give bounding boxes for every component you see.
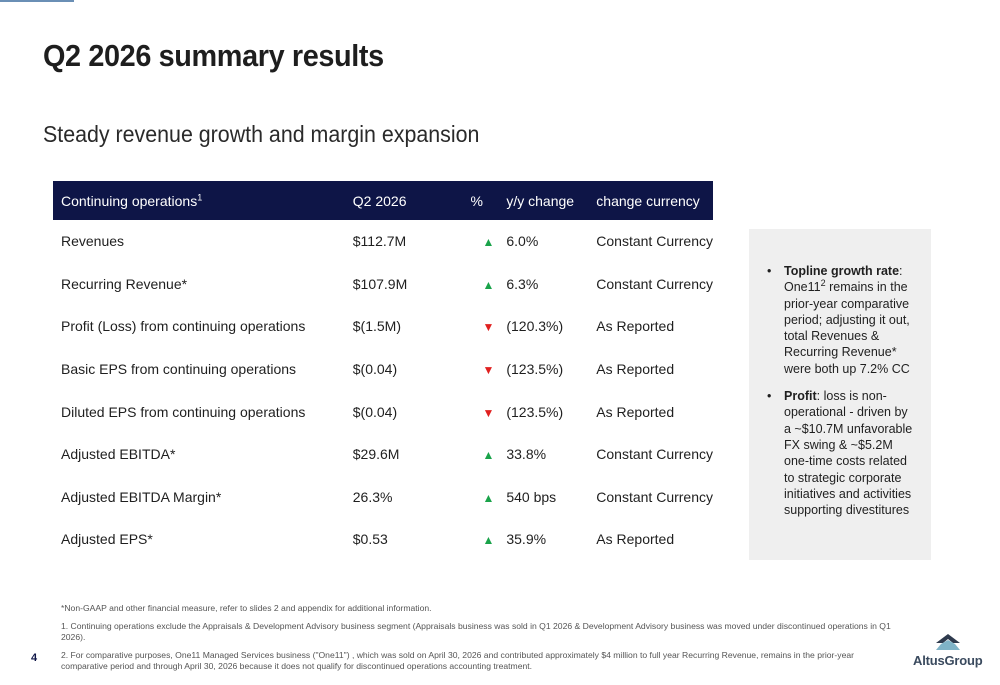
- footnote-ref: 1: [197, 191, 203, 202]
- table-row: Recurring Revenue* $107.9M ▲ 6.3% Constant C…: [53, 263, 713, 306]
- header-change: y/y change: [506, 192, 575, 209]
- row-label: Diluted EPS from continuing operations: [61, 403, 306, 420]
- table-row: Revenues $112.7M ▲ 6.0% Constant Currency: [53, 220, 713, 263]
- header-currency: change currency: [596, 192, 700, 209]
- bullet-icon: •: [767, 389, 772, 404]
- header-period: Q2 2026: [352, 192, 407, 209]
- arrow-cell: ▲: [470, 263, 506, 306]
- down-arrow-icon: ▼: [482, 320, 495, 335]
- row-value: $29.6M: [352, 446, 400, 463]
- footnote-ref: 2: [820, 278, 826, 289]
- row-change: 540 bps: [506, 488, 557, 505]
- row-change: (123.5%): [506, 403, 564, 420]
- row-basis: As Reported: [596, 403, 675, 420]
- table-row: Adjusted EBITDA* $29.6M ▲ 33.8% Constant Cur…: [53, 433, 713, 476]
- slide-title: Q2 2026 summary results: [43, 38, 384, 73]
- footnote: 2. For comparative purposes, One11 Manag…: [61, 650, 854, 671]
- highlight-text: : loss is non-operational - driven by a …: [784, 389, 913, 518]
- up-arrow-icon: ▲: [482, 448, 495, 463]
- row-label: Adjusted EBITDA*: [61, 446, 176, 463]
- row-label: Profit (Loss) from continuing operations: [61, 318, 306, 335]
- highlight-heading: Profit: [784, 389, 817, 404]
- up-arrow-icon: ▲: [482, 533, 495, 548]
- arrow-cell: ▲: [470, 433, 506, 476]
- highlight-heading: Topline growth rate: [784, 264, 900, 278]
- row-value: $0.53: [352, 531, 388, 548]
- altus-mountain-icon: [936, 634, 960, 650]
- row-value: $(0.04): [352, 403, 398, 420]
- row-change: (123.5%): [506, 361, 564, 378]
- altus-group-logo: AltusGroup: [913, 634, 983, 670]
- row-basis: Constant Currency: [596, 488, 713, 505]
- row-change: 6.0%: [506, 233, 539, 250]
- row-basis: Constant Currency: [596, 233, 713, 250]
- table-row: Adjusted EPS* $0.53 ▲ 35.9% As Reported: [53, 518, 713, 561]
- row-label: Adjusted EPS*: [61, 531, 153, 548]
- highlights-panel: • Topline growth rate: One112 remains in …: [749, 229, 931, 560]
- slide-subtitle: Steady revenue growth and margin expansi…: [43, 121, 480, 147]
- row-change: 33.8%: [506, 446, 547, 463]
- row-label: Basic EPS from continuing operations: [61, 361, 297, 378]
- footnotes: *Non-GAAP and other financial measure, r…: [61, 603, 901, 679]
- down-arrow-icon: ▼: [482, 363, 495, 378]
- footnote: *Non-GAAP and other financial measure, r…: [61, 603, 432, 613]
- arrow-cell: ▼: [470, 305, 506, 348]
- row-basis: As Reported: [596, 361, 675, 378]
- up-arrow-icon: ▲: [482, 235, 495, 250]
- table-body: Revenues $112.7M ▲ 6.0% Constant Currency Rec…: [53, 220, 713, 561]
- logo-text: AltusGroup: [913, 653, 983, 668]
- table-row: Adjusted EBITDA Margin* 26.3% ▲ 540 bps Cons…: [53, 476, 713, 519]
- row-basis: As Reported: [596, 318, 675, 335]
- row-basis: As Reported: [596, 531, 675, 548]
- down-arrow-icon: ▼: [482, 405, 495, 420]
- up-arrow-icon: ▲: [482, 490, 495, 505]
- arrow-cell: ▲: [470, 518, 506, 561]
- up-arrow-icon: ▲: [482, 277, 495, 292]
- bullet-icon: •: [767, 264, 772, 278]
- header-metric: Continuing operations1: [53, 181, 353, 220]
- highlight-item: • Profit: loss is non-operational - drive…: [767, 388, 915, 518]
- row-change: 35.9%: [506, 531, 547, 548]
- table-row: Profit (Loss) from continuing operations…: [53, 305, 713, 348]
- row-value: 26.3%: [352, 488, 393, 505]
- top-accent-line: [0, 0, 74, 2]
- row-basis: Constant Currency: [596, 446, 713, 463]
- highlight-item: • Topline growth rate: One112 remains in …: [767, 263, 915, 377]
- row-value: $(0.04): [352, 361, 398, 378]
- row-basis: Constant Currency: [596, 275, 713, 292]
- header-pct: %: [470, 192, 483, 209]
- row-label: Adjusted EBITDA Margin*: [61, 488, 222, 505]
- page-number: 4: [31, 652, 38, 664]
- row-label: Recurring Revenue*: [61, 275, 188, 292]
- table-header-row: Continuing operations1 Q2 2026 % y/y cha…: [53, 181, 713, 220]
- header-metric-label: Continuing operations: [61, 192, 198, 209]
- row-value: $112.7M: [352, 233, 407, 250]
- highlights-list: • Topline growth rate: One112 remains in …: [767, 263, 915, 518]
- footnote: 1. Continuing operations exclude the App…: [61, 621, 891, 642]
- table-row: Diluted EPS from continuing operations $(…: [53, 390, 713, 433]
- table-row: Basic EPS from continuing operations $(0.…: [53, 348, 713, 391]
- arrow-cell: ▼: [470, 390, 506, 433]
- row-value: $107.9M: [352, 275, 408, 292]
- arrow-cell: ▲: [470, 476, 506, 519]
- row-change: 6.3%: [506, 275, 539, 292]
- results-table: Continuing operations1 Q2 2026 % y/y cha…: [53, 181, 713, 561]
- arrow-cell: ▼: [470, 348, 506, 391]
- highlight-text: : One11: [784, 264, 903, 295]
- row-label: Revenues: [61, 233, 125, 250]
- row-value: $(1.5M): [352, 318, 401, 335]
- highlight-text-cont: remains in the prior-year comparative pe…: [784, 280, 910, 376]
- arrow-cell: ▲: [470, 220, 506, 263]
- row-change: (120.3%): [506, 318, 564, 335]
